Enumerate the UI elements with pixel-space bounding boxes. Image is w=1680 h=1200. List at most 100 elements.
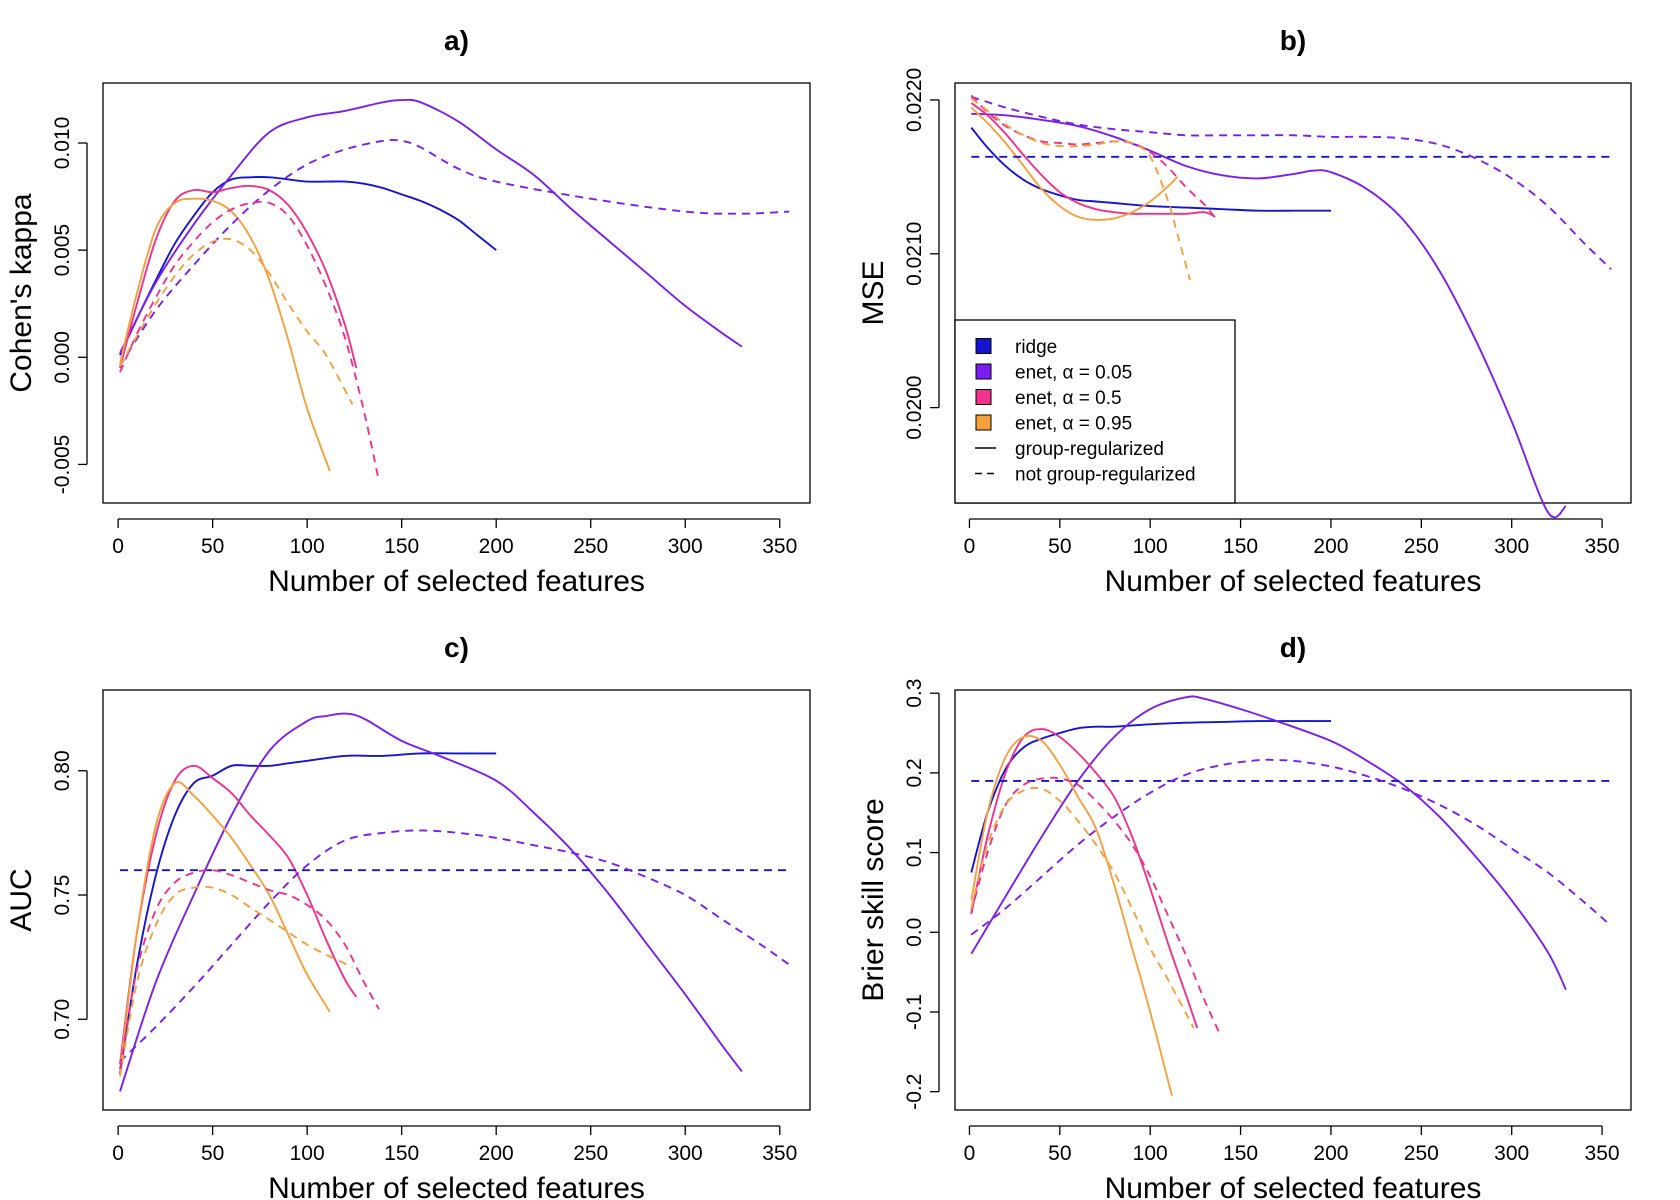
x-axis-label: Number of selected features [1105, 1172, 1482, 1200]
series-line-enet_0.5-solid [970, 102, 1216, 218]
legend-item: not group-regularized [975, 465, 1196, 486]
panel-b: b) 0 50 100 150 200 250 300 350 Number of selecte… [857, 25, 1632, 598]
y-tick-label: -0.2 [903, 1074, 926, 1110]
y-axis-label: Cohen's kappa [5, 193, 38, 393]
x-tick-label: 200 [1313, 535, 1348, 558]
series-line-enet_0.95-dashed [119, 885, 353, 1077]
x-tick-label: 200 [1313, 1142, 1348, 1165]
x-tick-label: 350 [1585, 1142, 1620, 1165]
y-tick-label: 0.0220 [903, 68, 926, 132]
series-line-enet_0.95-solid [970, 106, 1178, 221]
y-tick-label: 0.0200 [903, 375, 926, 439]
series-line-enet_0.95-dashed [970, 786, 1195, 1029]
legend-swatch [975, 414, 992, 431]
y-tick-label: 0.0210 [903, 222, 926, 286]
legend-swatch [975, 363, 992, 380]
series-line-ridge-solid [119, 752, 497, 1075]
x-axis: 0 50 100 150 200 250 300 350 [112, 1125, 797, 1165]
series-line-enet_0.05-dashed [971, 95, 1612, 270]
x-axis: 0 50 100 150 200 250 300 350 [964, 1125, 1620, 1165]
legend-box [954, 319, 1236, 504]
series-line-enet_0.05-dashed [970, 758, 1612, 936]
y-tick-label: 0.3 [903, 679, 926, 708]
legend-item: enet, α = 0.95 [975, 414, 1132, 435]
x-tick-label: 0 [112, 535, 124, 558]
x-tick-label: 150 [384, 1142, 419, 1165]
series-line-enet_0.5-solid [119, 764, 358, 1065]
legend-label: enet, α = 0.5 [1015, 388, 1122, 409]
y-tick-label: 0.80 [51, 750, 74, 791]
x-tick-label: 0 [964, 1142, 976, 1165]
series-line-enet_0.05-dashed [119, 829, 790, 1063]
y-axis-label: MSE [857, 260, 890, 325]
series-line-ridge-solid [970, 126, 1331, 212]
y-tick-label: -0.005 [51, 435, 74, 495]
series-line-enet_0.95-dashed [119, 237, 354, 405]
series-line-enet_0.5-dashed [119, 869, 380, 1070]
series-line-enet_0.95-solid [119, 781, 331, 1072]
y-tick-label: 0.2 [903, 758, 926, 787]
x-tick-label: 100 [1133, 1142, 1168, 1165]
legend-label: enet, α = 0.05 [1015, 363, 1132, 384]
series-line-enet_0.5-solid [970, 728, 1199, 1029]
legend: ridge enet, α = 0.05 enet, α = 0.5 enet, α … [954, 319, 1236, 504]
series-group [970, 94, 1612, 519]
x-tick-label: 150 [1223, 1142, 1258, 1165]
y-tick-label: 0.75 [51, 875, 74, 916]
y-tick-label: 0.70 [51, 999, 74, 1040]
series-line-enet_0.05-solid [971, 112, 1567, 519]
panel-c: c) 0 50 100 150 200 250 300 350 Number of selecte… [5, 632, 811, 1200]
series-group [119, 98, 790, 482]
y-axis: 0.70 0.75 0.80 [51, 750, 88, 1040]
chart-title: d) [1280, 632, 1306, 663]
y-tick-label: 0.000 [51, 331, 74, 384]
x-tick-label: 300 [1494, 535, 1529, 558]
legend-label: enet, α = 0.95 [1015, 414, 1132, 435]
x-tick-label: 250 [573, 1142, 608, 1165]
chart-title: c) [444, 632, 469, 663]
x-tick-label: 300 [668, 1142, 703, 1165]
chart-title: b) [1280, 25, 1306, 56]
x-tick-label: 250 [1404, 535, 1439, 558]
plot-frame [954, 689, 1632, 1111]
legend-swatch [975, 389, 992, 405]
x-tick-label: 0 [964, 535, 976, 558]
legend-item: enet, α = 0.05 [975, 363, 1132, 384]
series-group [970, 695, 1612, 1096]
y-axis: -0.2 -0.1 0.0 0.1 0.2 0.3 [903, 679, 940, 1110]
legend-swatch [975, 338, 992, 354]
y-tick-label: -0.1 [903, 994, 926, 1030]
series-group [119, 712, 790, 1092]
x-axis: 0 50 100 150 200 250 300 350 [112, 518, 797, 558]
y-tick-label: 0.010 [51, 117, 74, 170]
x-tick-label: 200 [479, 535, 514, 558]
y-tick-label: 0.005 [51, 224, 74, 277]
x-tick-label: 50 [1048, 535, 1071, 558]
series-line-enet_0.95-dashed [970, 97, 1191, 281]
x-tick-label: 100 [290, 1142, 325, 1165]
x-tick-label: 250 [1404, 1142, 1439, 1165]
series-line-enet_0.05-dashed [119, 138, 790, 367]
y-tick-label: 0.0 [903, 918, 926, 947]
series-line-enet_0.05-solid [970, 695, 1567, 991]
series-line-ridge-solid [970, 720, 1331, 873]
x-axis-label: Number of selected features [268, 565, 645, 598]
x-tick-label: 50 [1048, 1142, 1071, 1165]
plot-frame [954, 82, 1632, 504]
legend-item: ridge [975, 337, 1057, 358]
plot-frame [102, 82, 811, 504]
x-tick-label: 50 [201, 535, 224, 558]
x-tick-label: 300 [1494, 1142, 1529, 1165]
x-axis-label: Number of selected features [268, 1172, 645, 1200]
panel-a: a) 0 50 100 150 200 250 300 350 Number of selecte… [5, 25, 811, 598]
y-axis: 0.0200 0.0210 0.0220 [903, 68, 940, 440]
y-axis-label: AUC [5, 868, 38, 931]
series-line-enet_0.05-solid [119, 712, 743, 1092]
series-line-enet_0.5-dashed [970, 94, 1217, 219]
x-tick-label: 350 [762, 535, 797, 558]
y-tick-label: 0.1 [903, 838, 926, 867]
x-tick-label: 250 [573, 535, 608, 558]
plot-frame [102, 689, 811, 1111]
x-tick-label: 0 [112, 1142, 124, 1165]
